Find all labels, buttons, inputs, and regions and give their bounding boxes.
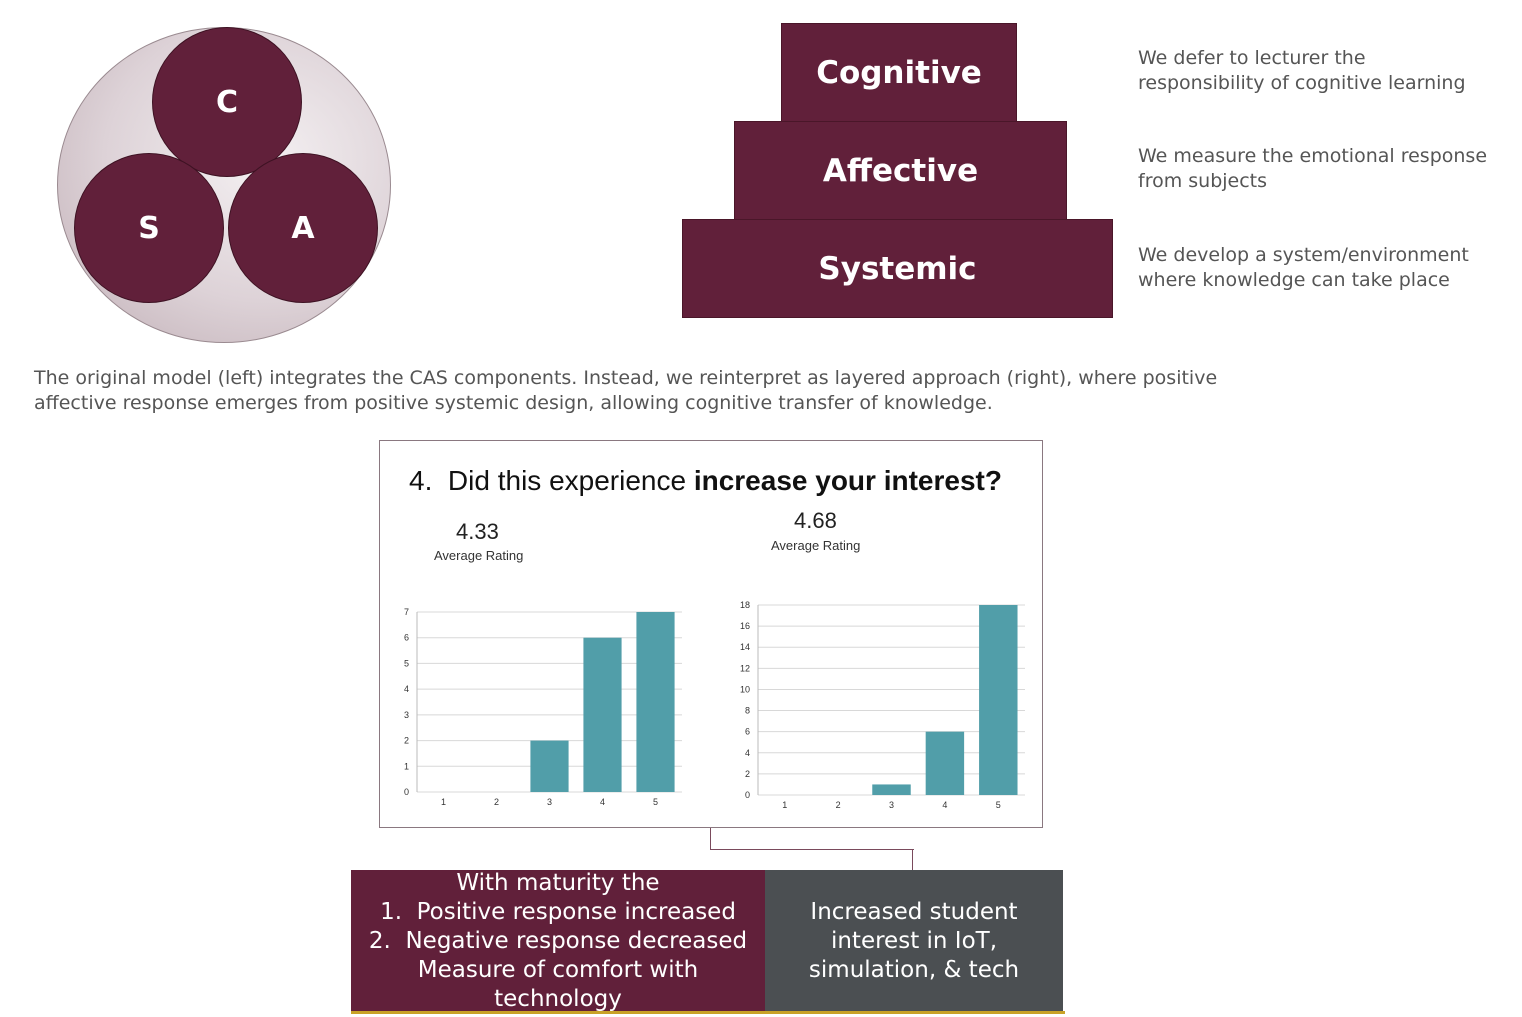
y-tick-label: 8	[745, 706, 750, 716]
cas-a-label: A	[291, 210, 315, 246]
layer-label: Systemic	[818, 250, 977, 287]
question-number: 4.	[409, 465, 433, 496]
model-caption: The original model (left) integrates the…	[34, 367, 1218, 414]
x-tick-label: 4	[942, 800, 947, 810]
y-tick-label: 6	[745, 727, 750, 737]
conclusion-line: Measure of comfort with technology	[417, 956, 699, 1012]
y-tick-label: 10	[740, 684, 750, 694]
bar-4	[583, 637, 622, 792]
question-plain: Did this experience	[447, 465, 694, 496]
layer-label: Cognitive	[816, 54, 982, 91]
layer-label: Affective	[822, 152, 979, 189]
pyramid-layer-affective: Affective	[734, 121, 1067, 220]
average-rating-value-left: 4.33	[456, 519, 499, 544]
x-tick-label: 1	[782, 800, 787, 810]
x-tick-label: 5	[996, 800, 1001, 810]
layer-description-cognitive: We defer to lecturer the responsibility …	[1138, 47, 1466, 94]
y-tick-label: 6	[404, 633, 409, 643]
conclusion-line: 2. Negative response decreased	[368, 927, 748, 954]
cas-circle-a: A	[228, 153, 378, 303]
pyramid-layer-systemic: Systemic	[682, 219, 1113, 318]
x-tick-label: 2	[836, 800, 841, 810]
x-tick-label: 3	[889, 800, 894, 810]
y-tick-label: 4	[745, 748, 750, 758]
bar-5	[636, 612, 675, 792]
connector-line	[710, 828, 914, 850]
y-tick-label: 18	[740, 600, 750, 610]
connector-line-drop	[912, 849, 913, 870]
y-tick-label: 2	[404, 736, 409, 746]
y-tick-label: 3	[404, 710, 409, 720]
survey-question: 4. Did this experience increase your int…	[409, 465, 1002, 497]
cas-circle-s: S	[74, 153, 224, 303]
cas-circle-c: C	[152, 27, 302, 177]
layer-description-systemic: We develop a system/environment where kn…	[1138, 244, 1469, 291]
y-tick-label: 5	[404, 658, 409, 668]
bar-4	[925, 731, 965, 795]
bar-3	[530, 740, 569, 792]
bar-chart-left: 0 1 2 3 4 5 6 7 1 2 3 4 5	[404, 607, 682, 807]
y-tick-label: 12	[740, 663, 750, 673]
y-tick-label: 2	[745, 769, 750, 779]
x-tick-label: 2	[494, 797, 499, 807]
y-tick-label: 14	[740, 642, 750, 652]
conclusion-line: With maturity the	[456, 869, 660, 896]
pyramid-layer-cognitive: Cognitive	[781, 23, 1017, 122]
y-tick-label: 0	[404, 787, 409, 797]
average-rating-label-right: Average Rating	[771, 538, 861, 553]
conclusion-line: interest in IoT,	[830, 927, 998, 954]
maturity-conclusion-box: With maturity the 1. Positive response i…	[351, 870, 765, 1012]
accent-underline	[351, 1011, 1065, 1014]
conclusion-line: Increased student	[810, 898, 1018, 925]
x-tick-label: 5	[653, 797, 658, 807]
x-tick-label: 1	[441, 797, 446, 807]
question-bold: increase your interest?	[693, 465, 1002, 496]
cas-c-label: C	[215, 84, 239, 120]
layer-description-affective: We measure the emotional response from s…	[1138, 145, 1488, 192]
y-tick-label: 7	[404, 607, 409, 617]
conclusion-line: simulation, & tech	[808, 956, 1020, 983]
average-rating-label-left: Average Rating	[434, 548, 524, 563]
y-tick-label: 1	[404, 761, 409, 771]
bar-3	[872, 784, 911, 795]
y-tick-label: 0	[745, 790, 750, 800]
x-tick-label: 4	[600, 797, 605, 807]
y-tick-label: 16	[740, 621, 750, 631]
interest-conclusion-box: Increased student interest in IoT, simul…	[765, 870, 1063, 1012]
y-tick-label: 4	[404, 684, 409, 694]
cas-s-label: S	[138, 210, 160, 246]
conclusion-line: 1. Positive response increased	[380, 898, 736, 925]
bar-5	[979, 605, 1018, 795]
x-tick-label: 3	[547, 797, 552, 807]
average-rating-value-right: 4.68	[794, 508, 837, 533]
